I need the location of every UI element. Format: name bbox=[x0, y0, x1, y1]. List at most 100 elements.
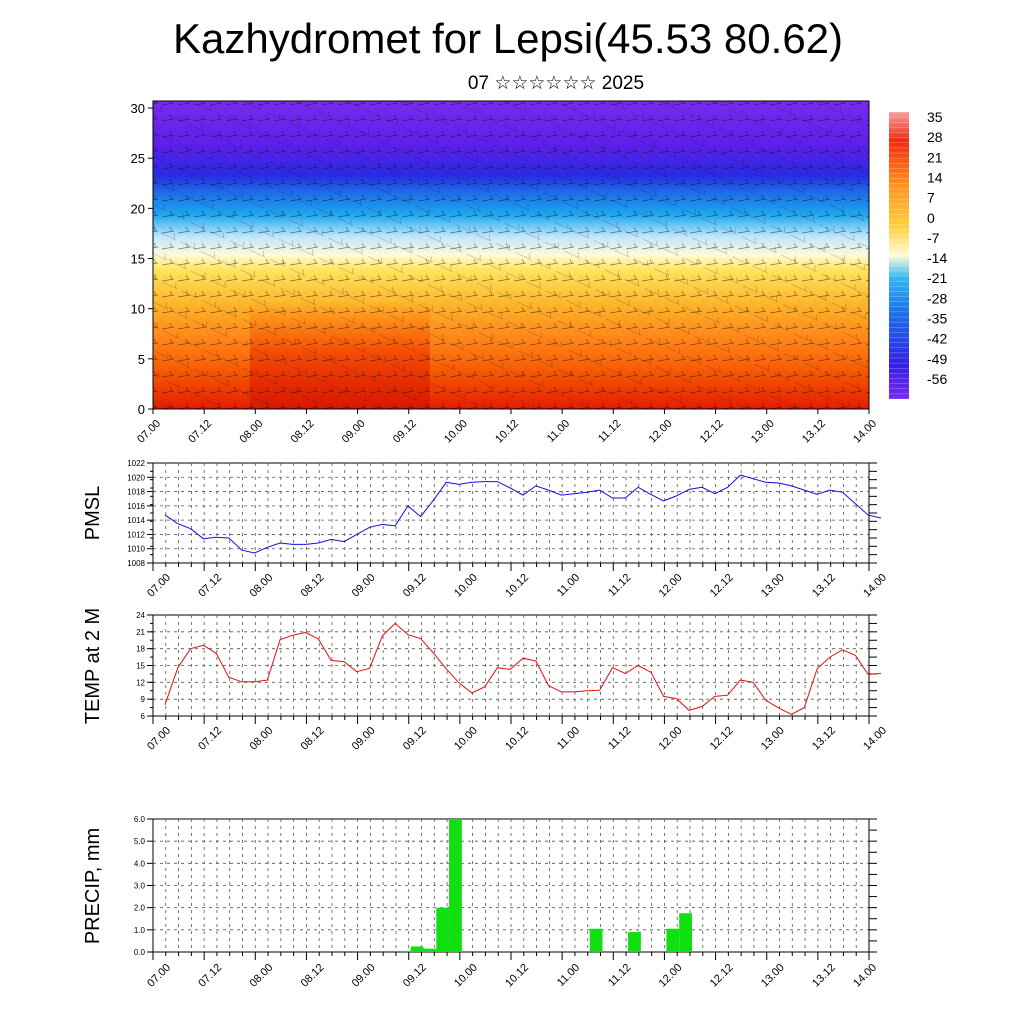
x-tick-label: 12.12 bbox=[698, 418, 726, 446]
x-tick-label: 07.12 bbox=[196, 962, 224, 990]
wind-barbs-overlay bbox=[153, 101, 869, 409]
x-tick-label: 12.00 bbox=[657, 572, 685, 600]
x-tick-label: 09.12 bbox=[391, 418, 419, 446]
x-tick-label: 13.12 bbox=[800, 418, 828, 446]
colorbar-label: -35 bbox=[927, 311, 947, 327]
x-tick-label: 08.12 bbox=[299, 572, 327, 600]
y-tick-label: 12 bbox=[136, 678, 145, 687]
x-tick-label: 12.12 bbox=[708, 725, 736, 753]
x-tick-label: 10.12 bbox=[503, 962, 531, 990]
x-tick-label: 07.00 bbox=[145, 572, 173, 600]
x-tick-label: 12.00 bbox=[657, 962, 685, 990]
pmsl-panel: 1008 1010 1012 1014 1016 1018 1020 1022 PMSL 07.0… bbox=[82, 459, 889, 600]
x-tick-label: 10.12 bbox=[503, 725, 531, 753]
colorbar-label: 0 bbox=[927, 210, 935, 226]
x-tick-label: 11.12 bbox=[606, 725, 633, 752]
x-tick-label: 08.12 bbox=[289, 418, 317, 446]
x-tick-label: 07.12 bbox=[196, 572, 224, 600]
y-tick-label: 30 bbox=[131, 101, 145, 116]
y-tick-label: 1014 bbox=[127, 516, 145, 525]
y-axis-title: PRECIP, mm bbox=[82, 828, 104, 944]
x-tick-label: 10.00 bbox=[452, 725, 480, 753]
x-tick-label: 13.12 bbox=[810, 572, 838, 600]
x-tick-label: 08.00 bbox=[247, 572, 275, 600]
x-tick-label: 07.00 bbox=[135, 418, 163, 446]
x-tick-label: 13.00 bbox=[759, 725, 787, 753]
colorbar-label: -42 bbox=[927, 331, 947, 347]
colorbar-label: -7 bbox=[927, 230, 940, 246]
colorbar-label: -21 bbox=[927, 270, 947, 286]
precip-bar bbox=[410, 946, 424, 952]
y-tick-label: 6 bbox=[141, 712, 146, 721]
colorbar-label: 14 bbox=[927, 169, 943, 185]
x-tick-label: 09.12 bbox=[401, 572, 429, 600]
colorbar-label: 7 bbox=[927, 190, 935, 206]
y-tick-label: 1008 bbox=[127, 559, 145, 568]
precip-bar bbox=[666, 928, 680, 952]
x-tick-label: 12.00 bbox=[647, 418, 675, 446]
y-tick-label: 6.0 bbox=[134, 815, 146, 824]
y-tick-label: 1012 bbox=[127, 530, 145, 539]
y-tick-label: 15 bbox=[131, 252, 145, 267]
x-tick-label: 11.00 bbox=[555, 962, 582, 989]
page-title: Kazhydromet for Lepsi(45.53 80.62) bbox=[172, 15, 844, 62]
x-tick-label: 08.12 bbox=[299, 725, 327, 753]
x-tick-label: 14.00 bbox=[861, 725, 889, 753]
x-tick-label: 07.00 bbox=[145, 962, 173, 990]
precip-bar bbox=[589, 928, 603, 952]
x-tick-label: 09.00 bbox=[340, 418, 368, 446]
y-tick-label: 20 bbox=[131, 201, 145, 216]
x-tick-label: 08.12 bbox=[299, 962, 327, 990]
x-tick-label: 13.12 bbox=[810, 962, 838, 990]
x-tick-label: 10.00 bbox=[452, 572, 480, 600]
x-tick-label: 11.12 bbox=[606, 962, 633, 989]
x-tick-label: 10.12 bbox=[503, 572, 531, 600]
x-tick-label: 10.12 bbox=[493, 418, 521, 446]
x-tick-label: 09.00 bbox=[350, 962, 378, 990]
temp-panel: 6 9 12 15 18 21 24 TEMP at 2 M 07.00 07.12 08.00 08… bbox=[82, 608, 889, 753]
y-axis-title: PMSL bbox=[82, 486, 104, 540]
series-line bbox=[164, 622, 882, 715]
x-tick-label: 11.12 bbox=[596, 418, 623, 445]
y-tick-label: 0 bbox=[138, 402, 145, 417]
x-tick-label: 09.12 bbox=[401, 962, 429, 990]
y-tick-label: 5.0 bbox=[134, 837, 146, 846]
precip-bar bbox=[436, 907, 450, 952]
x-tick-label: 14.00 bbox=[851, 418, 879, 446]
precip-bar bbox=[423, 948, 437, 952]
x-tick-label: 11.12 bbox=[606, 572, 633, 599]
y-tick-label: 25 bbox=[131, 151, 145, 166]
x-tick-label: 11.00 bbox=[555, 725, 582, 752]
colorbar-label: 28 bbox=[927, 129, 943, 145]
x-tick-label: 12.00 bbox=[657, 725, 685, 753]
x-tick-label: 09.00 bbox=[350, 572, 378, 600]
y-tick-label: 9 bbox=[141, 695, 146, 704]
y-tick-label: 3.0 bbox=[134, 882, 146, 891]
precip-panel: 0.0 1.0 2.0 3.0 4.0 5.0 6.0 07.00 07.12 08.00 08.1… bbox=[82, 815, 879, 990]
colorbar-label: -56 bbox=[927, 371, 947, 387]
y-tick-label: 4.0 bbox=[134, 859, 146, 868]
y-tick-label: 2.0 bbox=[134, 904, 146, 913]
precip-bar bbox=[679, 913, 692, 952]
x-tick-label: 08.00 bbox=[237, 418, 265, 446]
y-tick-label: 5 bbox=[138, 352, 145, 367]
y-tick-label: 1020 bbox=[127, 473, 145, 482]
y-tick-label: 1016 bbox=[127, 502, 145, 511]
colorbar-label: 21 bbox=[927, 149, 943, 165]
x-tick-label: 13.12 bbox=[810, 725, 838, 753]
y-axis-title: TEMP at 2 M bbox=[82, 608, 104, 724]
precip-bar bbox=[397, 950, 411, 952]
x-tick-label: 12.12 bbox=[708, 572, 736, 600]
series-line bbox=[164, 474, 882, 554]
x-tick-label: 13.00 bbox=[759, 572, 787, 600]
x-tick-label: 14.00 bbox=[861, 572, 889, 600]
x-tick-label: 14.00 bbox=[851, 962, 879, 990]
x-tick-label: 07.12 bbox=[186, 418, 214, 446]
y-tick-label: 1022 bbox=[127, 459, 145, 468]
precip-bar bbox=[628, 932, 641, 952]
precip-bar bbox=[449, 819, 462, 952]
y-tick-label: 0.0 bbox=[134, 948, 146, 957]
y-tick-label: 24 bbox=[136, 611, 145, 620]
y-tick-label: 21 bbox=[136, 628, 145, 637]
x-tick-label: 07.00 bbox=[145, 725, 173, 753]
